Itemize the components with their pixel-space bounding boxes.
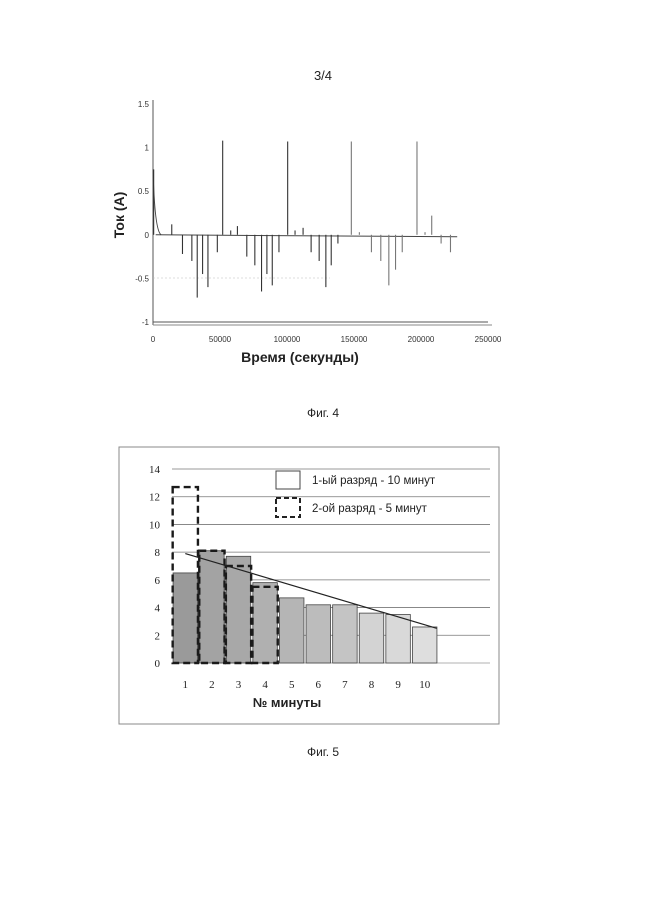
figure-5-caption: Фиг. 5: [0, 745, 646, 759]
fig5-y-tick-label: 12: [149, 492, 160, 504]
fig5-x-tick-label: 3: [236, 679, 242, 691]
fig5-bar: [333, 605, 357, 663]
fig5-y-tick-label: 4: [155, 603, 161, 615]
fig5-x-axis-title: № минуты: [253, 695, 321, 710]
fig5-bar: [200, 551, 224, 663]
fig5-y-tick-label: 0: [155, 658, 161, 670]
fig5-bar: [253, 583, 277, 663]
fig5-bar: [412, 627, 436, 663]
legend-solid-label: 1-ый разряд - 10 минут: [312, 475, 436, 487]
fig5-y-tick-label: 8: [155, 547, 161, 559]
fig5-x-tick-label: 6: [316, 679, 322, 691]
fig5-x-tick-label: 4: [262, 679, 268, 691]
fig5-bar: [386, 615, 410, 664]
fig5-x-tick-label: 5: [289, 679, 295, 691]
fig5-y-tick-label: 10: [149, 519, 161, 531]
fig5-y-tick-label: 14: [149, 464, 161, 476]
fig5-x-tick-label: 10: [419, 679, 431, 691]
fig5-bar: [306, 605, 330, 663]
fig5-bar: [173, 573, 197, 663]
fig5-x-tick-label: 1: [183, 679, 189, 691]
fig5-y-tick-label: 2: [155, 630, 161, 642]
fig5-x-tick-label: 9: [395, 679, 401, 691]
fig5-x-tick-label: 2: [209, 679, 215, 691]
fig5-x-tick-label: 7: [342, 679, 348, 691]
fig5-x-tick-label: 8: [369, 679, 375, 691]
legend-solid-swatch: [276, 471, 300, 489]
fig5-bar: [359, 613, 383, 663]
fig5-y-tick-label: 6: [155, 575, 161, 587]
legend-dashed-swatch: [276, 498, 300, 517]
legend-dashed-label: 2-ой разряд - 5 минут: [312, 503, 428, 515]
fig5-bar: [279, 598, 303, 663]
